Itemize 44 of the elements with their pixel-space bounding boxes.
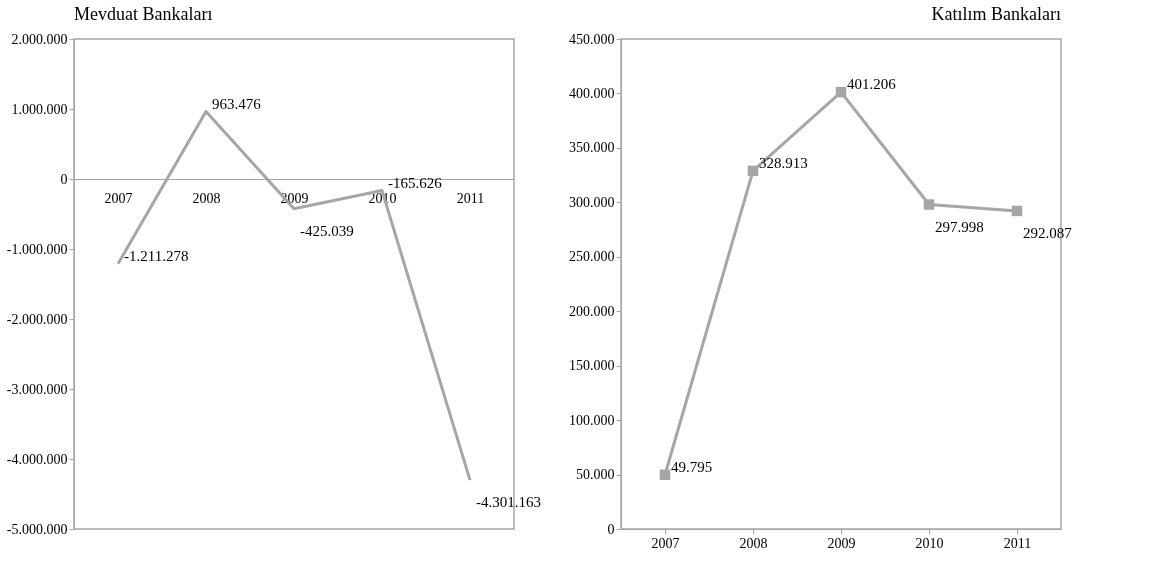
x-tick-label: 2007 [651,535,680,551]
data-label: 49.795 [671,458,713,475]
data-label: 292.087 [1023,224,1073,241]
y-tick-label: 100.000 [569,412,615,428]
data-label: 963.476 [212,95,262,112]
y-tick-label: 400.000 [569,85,615,101]
point [747,165,759,177]
y-tick-label: -4.000.000 [6,451,68,467]
point [1011,205,1023,217]
y-tick-label: 450.000 [569,31,615,47]
point [835,86,847,98]
y-tick-label: -5.000.000 [6,521,68,537]
y-tick-label: -2.000.000 [6,311,68,327]
y-tick-label: 1.000.000 [11,101,68,117]
x-tick-label: 2011 [1003,535,1032,551]
x-tick-label: 2010 [915,535,944,551]
data-label: 297.998 [935,218,984,235]
x-tick-label: 2011 [456,190,485,206]
y-tick-label: 0 [60,171,68,187]
y-tick-label: -1.000.000 [6,241,68,257]
x-tick-label: 2008 [739,535,768,551]
y-tick-label: 150.000 [569,358,615,374]
y-tick-label: 2.000.000 [11,31,68,47]
point [923,199,935,210]
y-tick-label: 0 [607,521,615,537]
x-tick-label: 2009 [280,190,309,206]
chart-title: Katılım Bankaları [931,4,1061,24]
data-label: -165.626 [388,174,443,191]
point [659,469,671,481]
data-label: -4.301.163 [476,494,541,511]
chart-title: Mevduat Bankaları [74,4,213,24]
y-tick-label: 350.000 [569,140,615,156]
x-tick-label: 2008 [192,190,221,206]
y-tick-label: 200.000 [569,303,615,319]
x-tick-label: 2007 [104,190,133,206]
data-label: 328.913 [759,154,808,171]
x-tick-label: 2009 [827,535,856,551]
data-label: -1.211.278 [124,247,189,264]
data-label: 401.206 [847,76,897,93]
y-tick-label: 250.000 [569,249,615,265]
y-tick-label: -3.000.000 [6,381,68,397]
data-label: -425.039 [300,222,354,239]
y-tick-label: 300.000 [569,194,615,210]
y-tick-label: 50.000 [576,467,615,483]
